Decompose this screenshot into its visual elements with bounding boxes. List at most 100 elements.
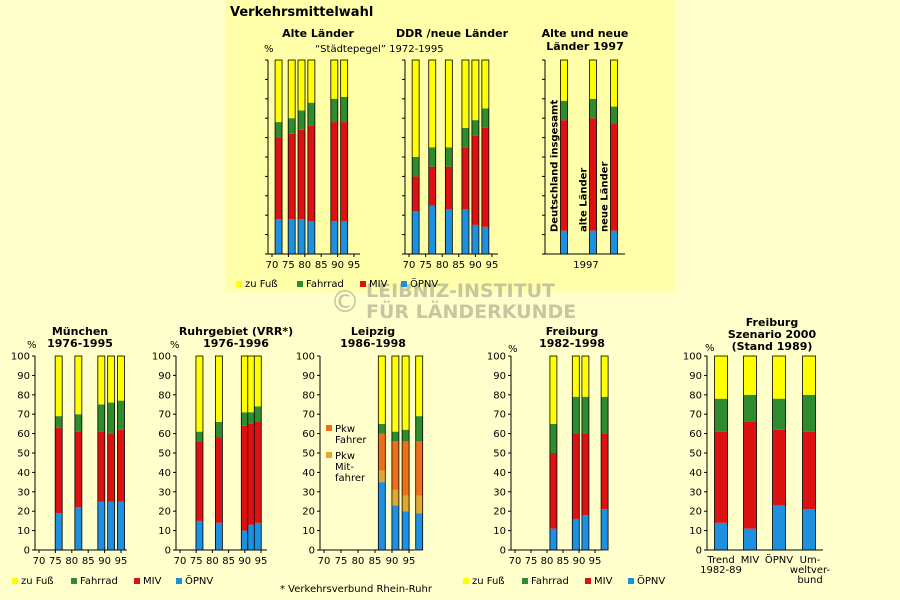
x-tick-label: 80 [352,556,365,567]
y-tick-label: 30 [158,487,171,498]
bar-outline [74,355,83,551]
bar-freiburg-0 [549,355,558,551]
bar-segment-fuss [307,60,315,103]
bar-outline [600,355,609,551]
bar-segment-oepnv [307,221,315,254]
title-gesamt-1: Alte und neue [542,27,629,40]
bar-outline [415,355,424,551]
y-tick-label: 0 [500,546,506,557]
bar-segment-oepnv [601,509,609,550]
bar-segment-oepnv [461,209,469,254]
bar-outline [214,355,223,551]
bar-outline [274,59,283,255]
title-alte: Alte Länder [282,27,354,40]
legend-lower-left: zu Fuß Fahrrad MIV ÖPNV [12,574,213,587]
bar-segment-fuss [589,60,597,99]
bar-gesamt-1 [589,59,597,255]
y-tick-label: 90 [158,371,171,382]
bar-outline [340,59,349,255]
title-freiburg-1: Freiburg [546,325,598,338]
y-tick-label: 50 [158,449,171,460]
bar-leipzig-3 [415,355,424,551]
legend-miv-label: MIV [594,576,613,587]
bar-segment-fuss [215,356,223,422]
bar-segment-oepnv [74,507,82,550]
bar-outline [253,355,262,551]
bar-segment-fuss [461,60,469,128]
y-tick-label: 50 [302,449,315,460]
leipzig-legend: Pkw Fahrer Pkw Mit- fahrer [326,424,367,484]
y-tick-label: 70 [302,410,315,421]
bar-segment-fuss [412,60,420,157]
legend-oepnv-label: ÖPNV [637,574,665,587]
bar-segment-miv [298,129,306,220]
bar-vertical-label: neue Länder [600,162,611,232]
y-tick-label: 100 [11,352,30,363]
bar-segment-oepnv [117,501,125,550]
y-tick-label: 40 [689,468,702,479]
bar-vertical-label: alte Länder [579,168,590,232]
y-tick-label: 90 [17,371,30,382]
bar-segment-fuss [340,60,348,97]
footnote: * Verkehrsverbund Rhein-Ruhr [280,584,433,595]
bar-segment-fuss [247,356,255,413]
bar-muenchen-2 [97,355,106,551]
bar-gesamt-0 [560,59,568,255]
bar-szenario-3 [802,355,816,551]
szenario-cat-umwelt-3: bund [797,575,822,586]
x-tick-label: 75 [49,556,62,567]
x-tick-label: 85 [452,260,465,271]
bar-segment-miv [589,118,597,231]
bar-segment-fuss [117,356,125,401]
bar-segment-miv [802,431,816,510]
y-tick-label: 60 [17,429,30,440]
y-tick-label: 40 [493,468,506,479]
legend-swatch-fahrrad [71,578,77,584]
bar-segment-fuss [74,356,82,415]
szenario-cat-umwelt-1: Um- [800,555,821,566]
x-tick-label: 70 [403,260,416,271]
bar-outline [97,355,106,551]
y-tick-label: 100 [296,352,315,363]
bar-outline [560,59,568,255]
bar-segment-fuss [714,356,728,399]
bar-segment-fuss [560,60,568,101]
x-tick-label: 95 [115,556,128,567]
bar-outline [549,355,558,551]
bar-alte-5 [340,59,349,255]
bar-segment-fuss [97,356,105,405]
bar-segment-fuss [572,356,580,397]
x-tick-label: 90 [238,556,251,567]
y-tick-label: 100 [152,352,171,363]
bar-segment-oepnv [215,522,223,550]
bar-outline [471,59,480,255]
title-ruhr-2: 1976-1996 [203,337,269,350]
x-tick-label: 90 [469,260,482,271]
unit-freiburg: % [508,344,518,355]
bar-ruhr-2 [240,355,249,551]
x-tick-label: 75 [525,556,538,567]
bar-outline [411,59,420,255]
legend-swatch-fuss [236,281,242,287]
bar-outline [481,59,490,255]
bar-segment-fahrrad [330,98,338,123]
bar-segment-miv [247,423,255,525]
y-tick-label: 100 [487,352,506,363]
chart-gesamt: Deutschland insgesamt alte Länder neue Län… [542,59,625,255]
szenario-cat-miv: MIV [741,555,760,566]
x-tick-label: 90 [331,260,344,271]
bar-outline [107,355,116,551]
unit-szenario: % [705,343,715,354]
bar-segment-miv [307,125,315,222]
bar-segment-miv [549,453,557,529]
bar-alte-3 [307,59,316,255]
bar-leipzig-2 [401,355,410,551]
bar-segment-fahrrad [601,396,609,434]
title-muenchen-1: München [52,325,108,338]
bar-segment-miv [560,120,568,231]
xlabel-gesamt: 1997 [573,260,598,271]
bar-segment-fahrrad [298,110,306,130]
bar-leipzig-0 [377,355,386,551]
bar-outline [401,355,410,551]
